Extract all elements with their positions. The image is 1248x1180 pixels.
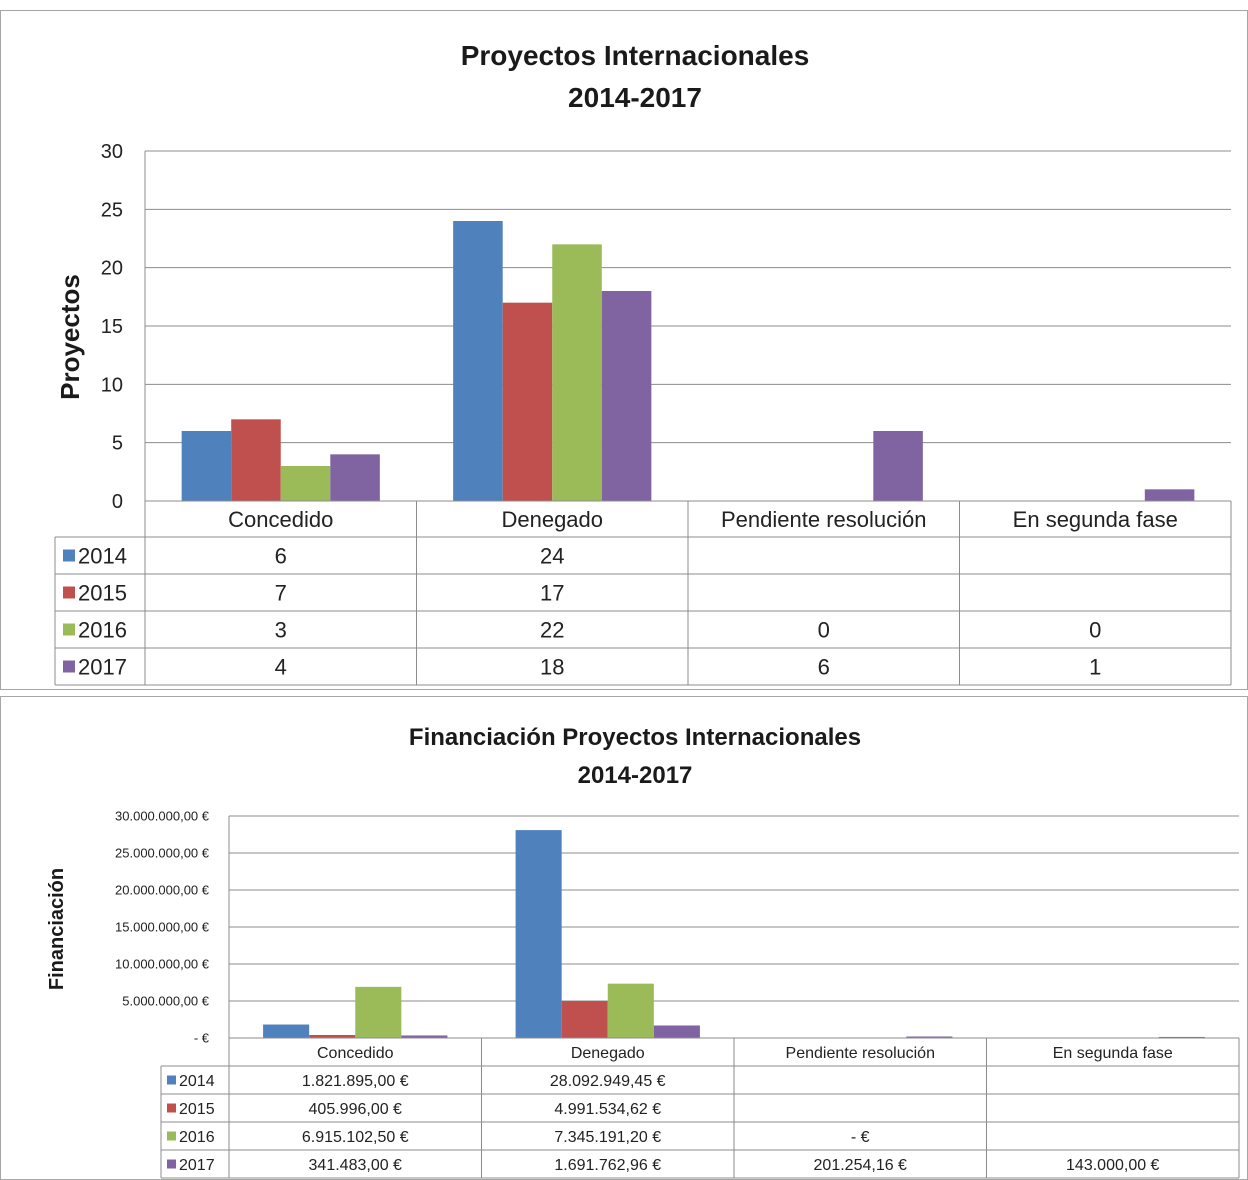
bar-2017-1 (653, 1025, 700, 1038)
category-label: Denegado (501, 507, 603, 532)
category-label: Concedido (317, 1045, 394, 1062)
y-tick-label: 0 (112, 491, 123, 513)
y-tick-label: 30 (101, 141, 123, 163)
legend-label: 2016 (78, 617, 127, 642)
y-tick-label: 25.000.000,00 € (115, 846, 210, 861)
y-axis-label: Financiación (46, 868, 68, 990)
y-tick-label: 10 (101, 374, 123, 396)
bar-2016-1 (552, 244, 602, 502)
data-label: 1 (1089, 654, 1101, 679)
bar-2016-0 (280, 466, 331, 501)
category-label: En segunda fase (1053, 1045, 1173, 1062)
bar-2017-3 (1144, 489, 1195, 501)
data-label: 1.691.762,96 € (554, 1157, 661, 1174)
data-label: 3 (275, 617, 287, 642)
bar-2014-1 (453, 221, 503, 501)
chart-title: Proyectos Internacionales (461, 40, 810, 71)
category-label: Pendiente resolución (786, 1045, 935, 1062)
y-tick-label: - € (194, 1031, 210, 1046)
y-tick-label: 15.000.000,00 € (115, 920, 210, 935)
chart-title: Financiación Proyectos Internacionales (409, 724, 861, 751)
data-label: 7.345.191,20 € (554, 1129, 661, 1146)
y-tick-label: 20.000.000,00 € (115, 883, 210, 898)
data-label: 4.991.534,62 € (554, 1101, 661, 1118)
category-label: Concedido (228, 507, 333, 532)
bar-2017-3 (1158, 1036, 1205, 1038)
data-label: 6 (275, 543, 287, 568)
data-label: 6 (818, 654, 830, 679)
bar-2015-1 (561, 1001, 608, 1038)
data-label: 0 (818, 617, 830, 642)
data-label: 22 (540, 617, 564, 642)
legend-key-2014 (167, 1075, 176, 1085)
chart-panel-proyectos: Proyectos Internacionales 2014-2017 Proy… (0, 10, 1248, 690)
bar-2015-1 (502, 302, 553, 501)
data-label: 201.254,16 € (814, 1157, 908, 1174)
data-label: 0 (1089, 617, 1101, 642)
legend-key-2017 (167, 1159, 176, 1169)
y-tick-label: 5 (112, 433, 123, 455)
y-tick-label: 20 (101, 258, 123, 280)
bar-2017-0 (401, 1035, 448, 1038)
legend-label: 2016 (179, 1129, 215, 1146)
y-tick-label: 10.000.000,00 € (115, 957, 210, 972)
y-tick-label: 30.000.000,00 € (115, 809, 210, 824)
data-label: 4 (275, 654, 287, 679)
legend-label: 2017 (179, 1157, 215, 1174)
bar-2017-1 (601, 291, 652, 501)
bar-2017-2 (906, 1036, 953, 1038)
chart-subtitle: 2014-2017 (568, 82, 702, 113)
chart-panel-financiacion: Financiación Proyectos Internacionales 2… (0, 696, 1248, 1180)
legend-key-2015 (167, 1103, 176, 1113)
y-tick-label: 25 (101, 199, 123, 221)
legend-label: 2017 (78, 654, 127, 679)
plot-area: 30.000.000,00 € 25.000.000,00 € 20.000.000… (115, 809, 1240, 1179)
data-label: 341.483,00 € (309, 1157, 403, 1174)
bar-2017-0 (330, 454, 380, 501)
y-tick-label: 5.000.000,00 € (122, 994, 210, 1009)
bar-2015-0 (231, 419, 281, 501)
data-label: 28.092.949,45 € (550, 1073, 666, 1090)
data-label: 6.915.102,50 € (302, 1129, 409, 1146)
bar-2016-0 (355, 986, 402, 1038)
legend-key-2016 (63, 623, 75, 636)
legend-label: 2014 (78, 543, 127, 568)
y-tick-label: 15 (101, 316, 123, 338)
data-label: 18 (540, 654, 564, 679)
bar-2014-1 (515, 830, 562, 1038)
bar-2016-1 (607, 983, 654, 1038)
data-label: 143.000,00 € (1066, 1157, 1160, 1174)
data-label: - € (851, 1129, 870, 1146)
chart-proyectos: Proyectos Internacionales 2014-2017 Proy… (54, 40, 1232, 686)
legend-label: 2015 (179, 1101, 215, 1118)
category-label: Denegado (571, 1045, 645, 1062)
data-label: 1.821.895,00 € (302, 1073, 409, 1090)
bar-2014-0 (181, 431, 232, 501)
legend-label: 2015 (78, 580, 127, 605)
bar-2014-0 (263, 1024, 310, 1038)
category-label: En segunda fase (1013, 507, 1178, 532)
legend-label: 2014 (179, 1073, 215, 1090)
legend-key-2016 (167, 1131, 176, 1141)
bar-2015-0 (309, 1034, 356, 1038)
category-label: Pendiente resolución (721, 507, 926, 532)
legend-key-2015 (63, 586, 75, 599)
legend-key-2017 (63, 660, 75, 673)
y-axis-label: Proyectos (55, 274, 85, 400)
data-label: 405.996,00 € (309, 1101, 403, 1118)
chart-financiacion: Financiación Proyectos Internacionales 2… (46, 724, 1240, 1179)
chart-subtitle: 2014-2017 (578, 762, 693, 789)
data-label: 24 (540, 543, 564, 568)
data-label: 17 (540, 580, 564, 605)
data-label: 7 (275, 580, 287, 605)
bar-2017-2 (873, 431, 923, 501)
legend-key-2014 (63, 549, 75, 562)
